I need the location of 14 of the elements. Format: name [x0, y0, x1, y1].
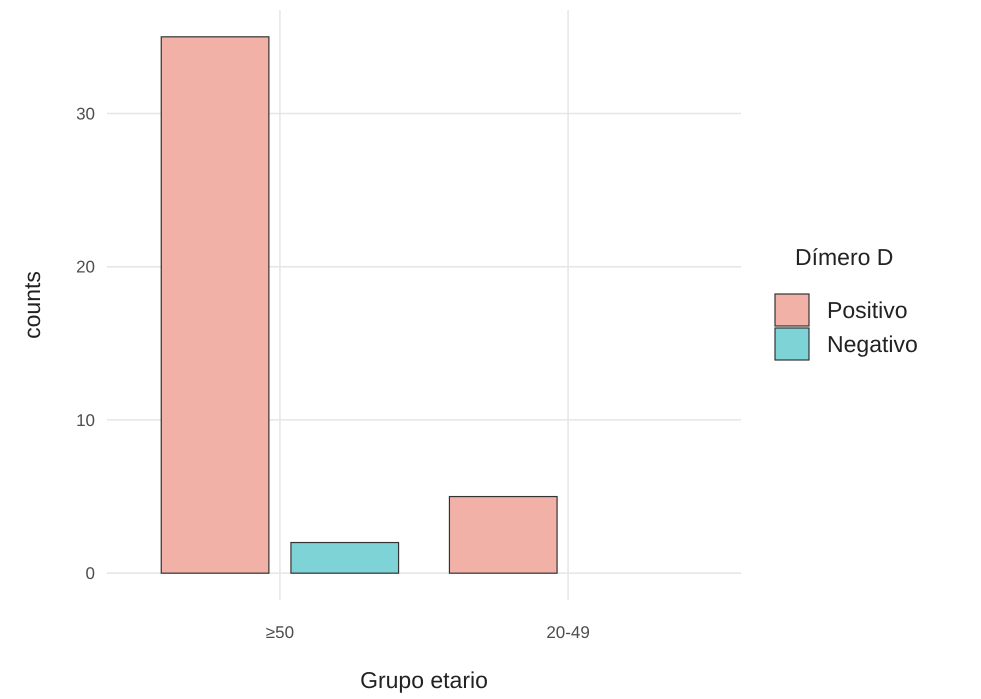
bar	[160, 36, 270, 574]
x-axis-title: Grupo etario	[360, 667, 488, 693]
legend-title: Dímero D	[795, 244, 894, 270]
x-tick-label: ≥50	[266, 623, 294, 642]
y-tick-label: 30	[76, 104, 95, 124]
legend-label: Negativo	[827, 331, 918, 358]
y-tick-label: 20	[76, 258, 95, 277]
y-tick-label: 10	[76, 410, 95, 430]
y-axis-title: counts	[19, 271, 45, 339]
bar	[290, 542, 400, 574]
legend-label: Positivo	[827, 297, 908, 324]
x-tick-label: 20-49	[546, 623, 590, 642]
y-tick-label: 0	[86, 564, 95, 584]
bar	[448, 496, 558, 574]
